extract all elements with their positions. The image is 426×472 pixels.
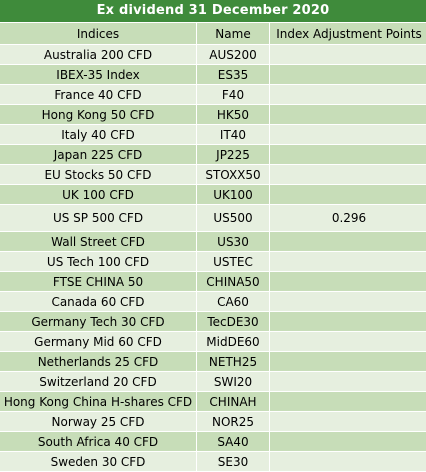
- index-cell: EU Stocks 50 CFD: [0, 165, 197, 185]
- adjustment-points-cell: [270, 252, 426, 272]
- adjustment-points-cell: [270, 372, 426, 392]
- index-cell: Hong Kong 50 CFD: [0, 105, 197, 125]
- adjustment-points-cell: [270, 292, 426, 312]
- adjustment-points-cell: [270, 125, 426, 145]
- adjustment-points-cell: 0.296: [270, 205, 426, 232]
- dividend-table: Indices Name Index Adjustment Points Aus…: [0, 23, 426, 472]
- index-cell: Japan 225 CFD: [0, 145, 197, 165]
- adjustment-points-cell: [270, 412, 426, 432]
- name-cell: HK50: [197, 105, 270, 125]
- name-cell: SWI20: [197, 372, 270, 392]
- name-cell: NOR25: [197, 412, 270, 432]
- header-row: Indices Name Index Adjustment Points: [0, 23, 426, 45]
- adjustment-points-cell: [270, 45, 426, 65]
- adjustment-points-cell: [270, 165, 426, 185]
- name-cell: JP225: [197, 145, 270, 165]
- adjustment-points-cell: [270, 452, 426, 472]
- name-cell: US500: [197, 205, 270, 232]
- table-title: Ex dividend 31 December 2020: [0, 0, 426, 23]
- name-cell: MidDE60: [197, 332, 270, 352]
- adjustment-points-cell: [270, 272, 426, 292]
- name-cell: US30: [197, 232, 270, 252]
- index-cell: Netherlands 25 CFD: [0, 352, 197, 372]
- index-cell: US SP 500 CFD: [0, 205, 197, 232]
- adjustment-points-cell: [270, 85, 426, 105]
- index-cell: Germany Tech 30 CFD: [0, 312, 197, 332]
- adjustment-points-cell: [270, 312, 426, 332]
- adjustment-points-cell: [270, 352, 426, 372]
- name-cell: F40: [197, 85, 270, 105]
- adjustment-points-cell: [270, 65, 426, 85]
- name-cell: NETH25: [197, 352, 270, 372]
- index-cell: Switzerland 20 CFD: [0, 372, 197, 392]
- column-header-name: Name: [197, 23, 270, 45]
- index-cell: South Africa 40 CFD: [0, 432, 197, 452]
- name-cell: IT40: [197, 125, 270, 145]
- index-cell: Germany Mid 60 CFD: [0, 332, 197, 352]
- column-header-indices: Indices: [0, 23, 197, 45]
- index-cell: Norway 25 CFD: [0, 412, 197, 432]
- index-cell: France 40 CFD: [0, 85, 197, 105]
- index-cell: Australia 200 CFD: [0, 45, 197, 65]
- name-cell: ES35: [197, 65, 270, 85]
- index-cell: FTSE CHINA 50: [0, 272, 197, 292]
- name-cell: CHINAH: [197, 392, 270, 412]
- name-cell: CHINA50: [197, 272, 270, 292]
- name-cell: STOXX50: [197, 165, 270, 185]
- adjustment-points-cell: [270, 432, 426, 452]
- adjustment-points-cell: [270, 185, 426, 205]
- adjustment-points-cell: [270, 105, 426, 125]
- column-header-adjustment-points: Index Adjustment Points: [270, 23, 426, 45]
- index-cell: Sweden 30 CFD: [0, 452, 197, 472]
- name-cell: CA60: [197, 292, 270, 312]
- name-cell: TecDE30: [197, 312, 270, 332]
- adjustment-points-cell: [270, 332, 426, 352]
- index-cell: UK 100 CFD: [0, 185, 197, 205]
- adjustment-points-cell: [270, 232, 426, 252]
- name-cell: UK100: [197, 185, 270, 205]
- index-cell: Hong Kong China H-shares CFD: [0, 392, 197, 412]
- name-cell: AUS200: [197, 45, 270, 65]
- name-cell: SA40: [197, 432, 270, 452]
- index-cell: IBEX-35 Index: [0, 65, 197, 85]
- adjustment-points-cell: [270, 145, 426, 165]
- name-cell: USTEC: [197, 252, 270, 272]
- adjustment-points-cell: [270, 392, 426, 412]
- index-cell: Wall Street CFD: [0, 232, 197, 252]
- index-cell: US Tech 100 CFD: [0, 252, 197, 272]
- name-cell: SE30: [197, 452, 270, 472]
- index-cell: Canada 60 CFD: [0, 292, 197, 312]
- index-cell: Italy 40 CFD: [0, 125, 197, 145]
